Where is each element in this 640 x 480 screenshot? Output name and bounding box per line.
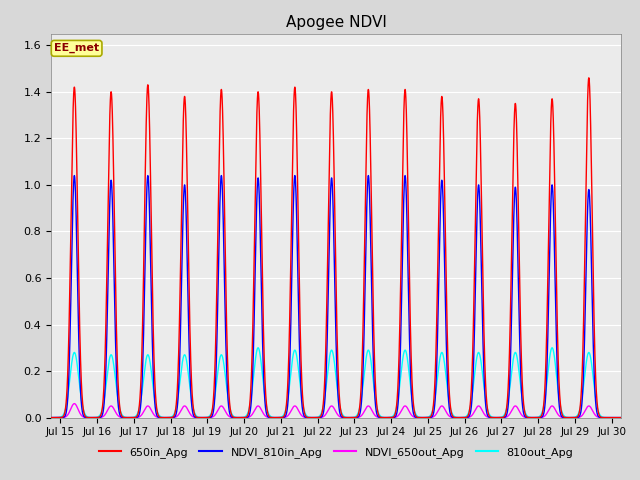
Title: Apogee NDVI: Apogee NDVI <box>285 15 387 30</box>
Legend: 650in_Apg, NDVI_810in_Apg, NDVI_650out_Apg, 810out_Apg: 650in_Apg, NDVI_810in_Apg, NDVI_650out_A… <box>94 442 578 462</box>
Text: EE_met: EE_met <box>54 43 99 53</box>
